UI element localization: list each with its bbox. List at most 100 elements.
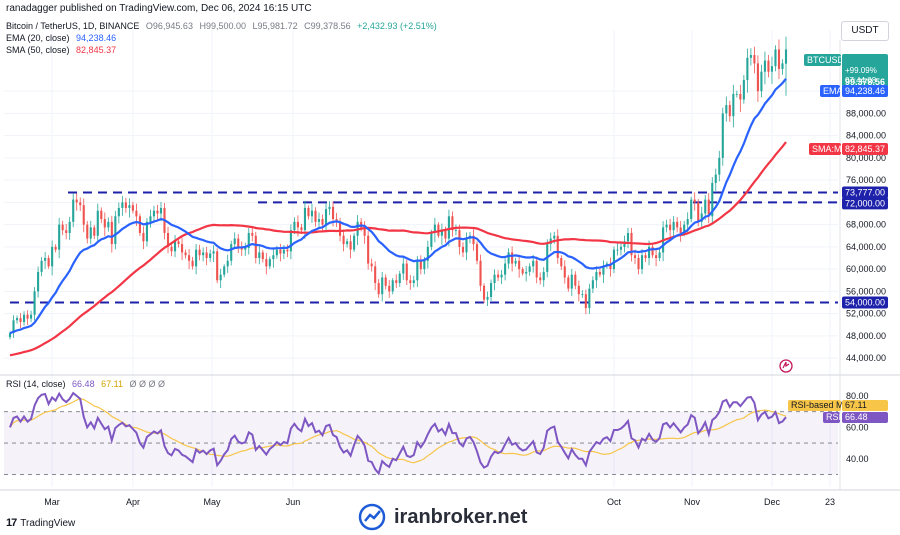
candle-body [525,271,528,274]
time-tick-label: May [203,497,221,507]
candle-body [760,71,763,92]
ema-legend[interactable]: EMA (20, close) 94,238.46 [6,33,120,43]
ema-line [9,78,787,335]
symbol-name: Bitcoin / TetherUS, 1D, BINANCE [6,21,140,31]
candle-body [563,266,566,278]
candle-body [595,271,598,281]
watermark: iranbroker.net [358,502,527,532]
moving-averages [9,78,787,357]
alert-icon[interactable] [779,359,793,373]
candle-body [648,246,651,258]
candle-body [244,247,247,250]
level-72-tag-bg [842,197,888,210]
candle-body [54,246,57,250]
publisher-line: ranadagger published on TradingView.com,… [6,3,312,14]
candle-body [173,241,177,252]
candle-body [289,230,292,252]
candle-body [310,210,314,217]
candle-body [286,249,289,252]
rsi-ma-line [9,398,787,464]
candle-body [711,182,714,217]
candle-body [12,320,15,334]
rsi-legend-label: RSI (14, close) [6,379,66,389]
candle-body [676,221,679,228]
currency-selector[interactable]: USDT [841,21,889,41]
candle-body [107,221,110,228]
price-axis: 44,000.00 48,000.00 52,000.00 56,000.00 60,0… [846,86,886,363]
candle-body [300,227,303,231]
sma-tag: SMA:MA [812,144,848,154]
candle-body [574,274,577,286]
candle-body [72,199,75,222]
candle-body [553,235,556,239]
time-tick-label: 23 [825,497,835,507]
candle-body [672,221,675,231]
rsi-ma-value-tag: 67.11 [845,400,867,410]
candle-body [219,274,222,281]
candle-body [303,207,307,231]
candle-body [363,227,366,236]
candle-body [528,266,531,272]
rsi-ma-value-tag-bg [842,400,888,411]
candle-body [644,255,647,258]
candle-body [539,277,542,281]
candle-body [384,277,387,286]
candle-body [37,271,40,292]
candle-body [181,244,184,253]
ohlc-open: O96,945.63 [145,21,193,31]
candle-body [230,244,233,261]
candle-body [521,269,524,274]
candle-body [261,252,264,260]
rsi-value-tag: 66.48 [845,412,868,422]
candle-body [560,258,563,267]
candle-body [19,318,22,322]
candle-body [103,219,106,228]
candle-body [735,93,738,95]
candle-body [511,252,514,264]
candle-body [732,93,735,117]
rsi-legend-ma: 67.11 [101,379,123,389]
candle-body [651,246,654,256]
candle-body [658,252,661,258]
candles [8,36,788,340]
candle-body [781,63,784,69]
last-price-tag: 99,378.56 [845,77,885,87]
rsi-pane: 40.00 60.00 80.00 [4,391,869,476]
candle-body [275,249,278,256]
candle-body [739,93,742,100]
candle-body [317,219,321,222]
candle-body [282,249,285,254]
candle-body [254,235,257,258]
candle-body [777,49,781,69]
candle-body [489,283,493,297]
tradingview-footer[interactable]: 17 TradingView [6,517,75,529]
candle-body [117,207,120,217]
last-price-pct: +99.09% [845,66,877,75]
candle-body [598,271,601,275]
candle-body [293,221,296,231]
candle-body [142,232,145,242]
candle-body [388,285,391,292]
symbol-legend[interactable]: Bitcoin / TetherUS, 1D, BINANCE O96,945.… [6,21,441,31]
rsi-legend[interactable]: RSI (14, close) 66.48 67.11 Ø Ø Ø Ø [6,379,169,389]
candle-body [454,230,457,231]
price-change: +2,432.93 (+2.51%) [357,21,437,31]
candle-body [209,253,212,258]
sma-tag-bg [809,143,841,155]
support-resistance-levels [10,191,838,304]
candle-body [507,252,510,264]
rsi-legend-extras: Ø Ø Ø Ø [129,379,165,389]
candle-body [584,294,587,309]
candle-body [22,314,26,322]
candle-body [518,260,521,270]
candle-body [514,260,517,264]
candle-body [504,263,507,275]
candle-body [532,260,535,267]
candle-body [58,224,61,250]
sma-legend[interactable]: SMA (50, close) 82,845.37 [6,45,120,55]
candle-body [331,206,335,220]
level-upper-tag: 73,777.00 [845,188,885,198]
candle-body [33,291,36,315]
candle-body [367,235,370,264]
candle-body [44,258,47,261]
